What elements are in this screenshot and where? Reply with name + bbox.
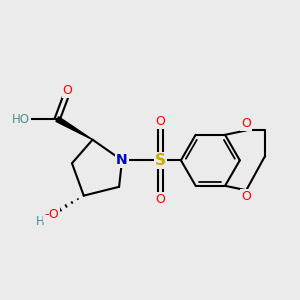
Text: N: N — [116, 153, 128, 167]
Text: S: S — [155, 153, 166, 168]
Text: O: O — [155, 193, 165, 206]
Text: O: O — [241, 117, 251, 130]
Polygon shape — [56, 117, 93, 140]
Text: O: O — [241, 190, 251, 203]
Text: -O: -O — [44, 208, 59, 221]
Text: O: O — [63, 84, 73, 97]
Text: HO: HO — [12, 112, 30, 126]
Text: H: H — [36, 215, 44, 228]
Text: O: O — [155, 115, 165, 128]
